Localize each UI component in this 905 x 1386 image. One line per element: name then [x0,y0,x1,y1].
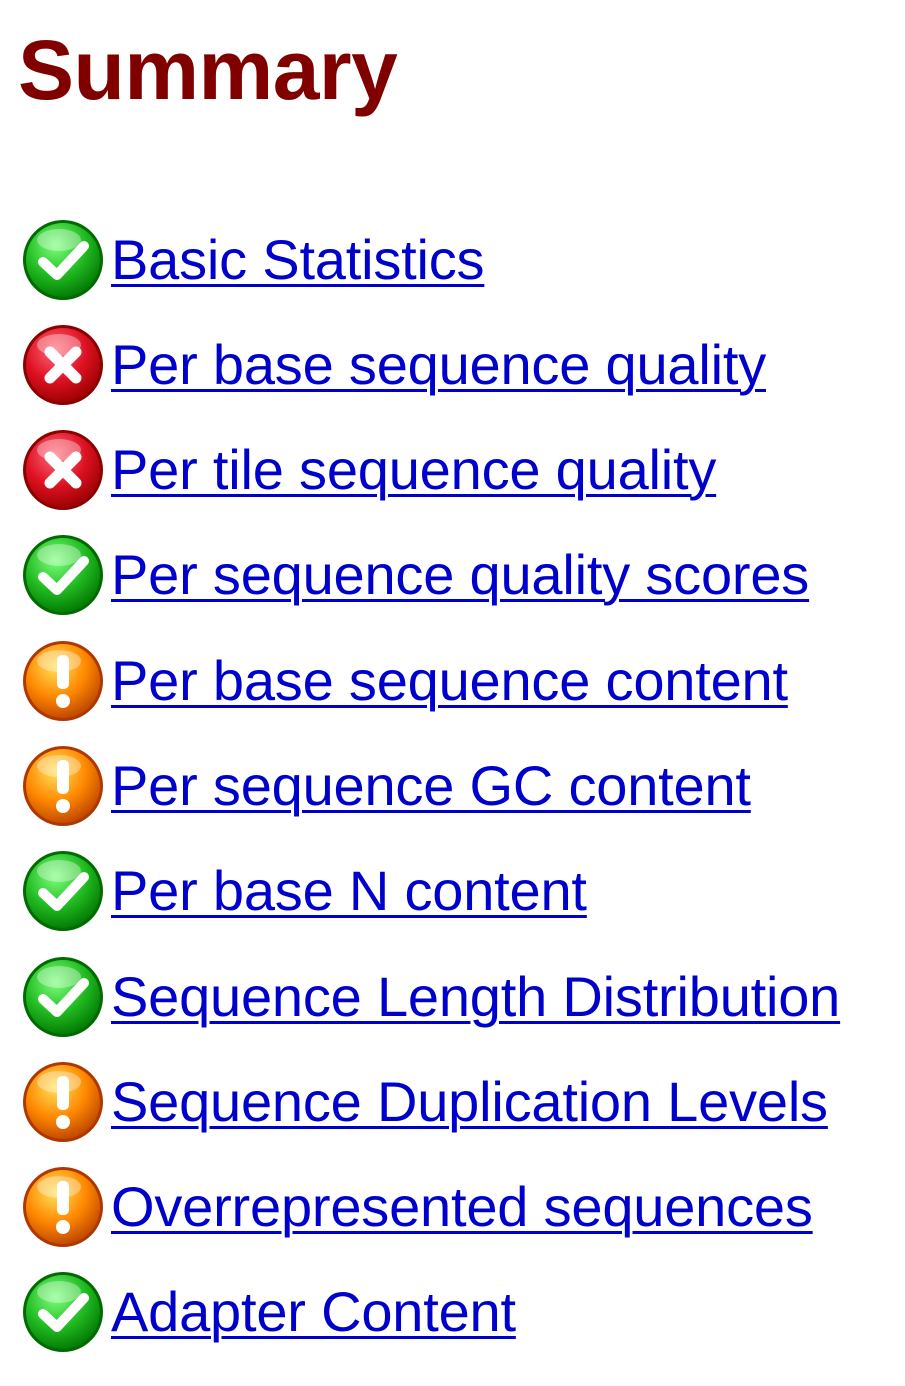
list-item: Basic Statistics [21,215,485,305]
fail-icon [21,323,105,407]
list-item: Sequence Length Distribution [21,952,840,1042]
fail-icon [21,428,105,512]
module-link-per-base-n-content[interactable]: Per base N content [111,859,587,922]
list-item: Per sequence GC content [21,741,751,831]
list-item: Per tile sequence quality [21,425,716,515]
module-link-sequence-duplication-levels[interactable]: Sequence Duplication Levels [111,1070,828,1133]
warn-icon [21,1060,105,1144]
list-item: Per base sequence quality [21,320,766,410]
module-link-per-sequence-quality-scores[interactable]: Per sequence quality scores [111,543,810,606]
pass-icon [21,533,105,617]
list-item: Per sequence quality scores [21,530,809,620]
warn-icon [21,639,105,723]
module-link-basic-statistics[interactable]: Basic Statistics [111,228,485,291]
list-item: Per base N content [21,846,587,936]
page-title: Summary [18,23,398,117]
module-link-adapter-content[interactable]: Adapter Content [111,1280,516,1343]
list-item: Adapter Content [21,1267,516,1357]
pass-icon [21,955,105,1039]
module-link-per-tile-sequence-quality[interactable]: Per tile sequence quality [111,438,717,501]
warn-icon [21,744,105,828]
module-link-overrepresented-sequences[interactable]: Overrepresented sequences [111,1175,813,1238]
pass-icon [21,849,105,933]
list-item: Sequence Duplication Levels [21,1057,828,1147]
warn-icon [21,1165,105,1249]
pass-icon [21,218,105,302]
module-link-per-base-sequence-quality[interactable]: Per base sequence quality [111,333,766,396]
list-item: Per base sequence content [21,636,788,726]
module-link-per-base-sequence-content[interactable]: Per base sequence content [111,649,788,712]
pass-icon [21,1270,105,1354]
module-link-sequence-length-distribution[interactable]: Sequence Length Distribution [111,965,841,1028]
module-link-per-sequence-gc-content[interactable]: Per sequence GC content [111,754,751,817]
list-item: Overrepresented sequences [21,1162,813,1252]
